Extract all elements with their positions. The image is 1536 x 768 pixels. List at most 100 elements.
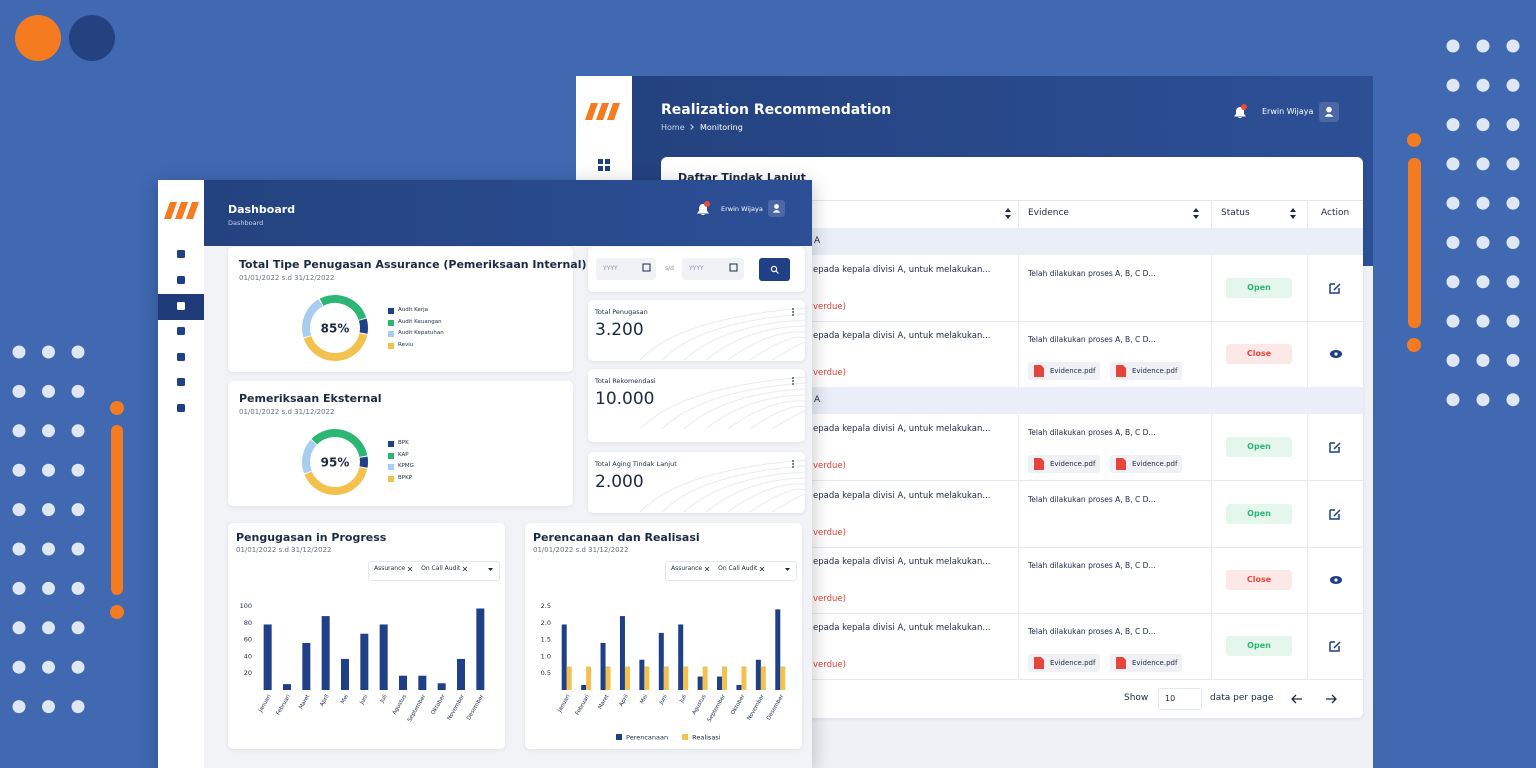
row-divider [661, 613, 1363, 614]
dot [792, 383, 794, 385]
orange-bar [111, 425, 123, 595]
header [204, 180, 812, 246]
more-icon [792, 460, 794, 468]
logo [164, 202, 199, 219]
dot [1506, 393, 1520, 407]
status-pill: Close [1226, 570, 1292, 590]
filter-chip: On Call Audit [421, 565, 461, 572]
wave-line [639, 307, 806, 361]
dot [792, 463, 794, 465]
orange-dot [110, 605, 124, 619]
dot [792, 311, 794, 313]
sort-icon [1005, 208, 1011, 219]
date-input [682, 258, 744, 280]
remove-icon [760, 566, 765, 572]
dot [1446, 118, 1460, 132]
edit-icon [1329, 641, 1341, 652]
bar [457, 658, 465, 690]
wave-line [661, 313, 806, 361]
group-label: A [814, 236, 821, 246]
action-icon [1330, 350, 1342, 358]
breadcrumb-item: Home [661, 123, 685, 132]
bar [321, 616, 330, 690]
dot [1476, 39, 1490, 53]
legend-swatch [682, 734, 689, 740]
remove-x [407, 566, 413, 572]
dot [1446, 78, 1460, 92]
wave-line [727, 483, 806, 513]
chart-subtitle: 01/01/2022 s.d 31/12/2022 [533, 546, 629, 554]
legend-swatch [388, 342, 394, 349]
remove-x [463, 566, 468, 572]
dot [1476, 157, 1490, 171]
dot [1476, 236, 1490, 249]
stat-value: 3.200 [595, 320, 644, 340]
sidebar-icon [177, 276, 185, 284]
date-placeholder: YYYY [689, 265, 704, 272]
y-tick-label: 0.5 [541, 669, 551, 677]
pdf-shape [1116, 365, 1126, 377]
sidebar-icon [598, 159, 610, 171]
x-tick-label: Februari [575, 693, 592, 716]
wave-pattern [639, 307, 807, 361]
avatar-body [1324, 113, 1334, 117]
edit-icon [1329, 442, 1341, 453]
user-name: Erwin Wijaya [1262, 107, 1314, 116]
pdf-shape [1034, 657, 1044, 669]
pdf-shape [1116, 458, 1126, 470]
avatar [768, 200, 785, 217]
card-date: 01/01/2022 s.d 31/12/2022 [239, 274, 335, 282]
dot [12, 503, 26, 517]
donut-segment [358, 318, 368, 334]
donut-segment [311, 429, 368, 458]
lens [770, 265, 778, 273]
y-tick-label: 60 [244, 636, 252, 644]
orange-dot [1407, 133, 1421, 147]
legend-label: BPKP [398, 474, 413, 481]
x-tick-label: Mei [639, 693, 649, 705]
swatch [388, 319, 394, 326]
logo-stripe [164, 202, 177, 219]
wave-pattern [639, 376, 807, 430]
dot [42, 345, 55, 359]
row-note: verdue) [813, 594, 846, 604]
prev-arrow [1291, 694, 1302, 704]
dot-grid [12, 39, 1520, 714]
dot [1476, 353, 1490, 367]
donut-chart: 85% [302, 295, 368, 361]
dot [12, 660, 26, 674]
legend-swatch [388, 441, 394, 447]
x-tick-label: Agustus [392, 694, 408, 716]
donut-center-label: 95% [321, 456, 350, 470]
swatch [388, 464, 394, 470]
notification-bell [697, 201, 710, 215]
remove-icon [407, 566, 413, 572]
column-header: Status [1221, 208, 1250, 218]
pdf-icon [1116, 458, 1126, 470]
row-description: epada kepala divisi A, untuk melakukan..… [813, 331, 991, 341]
x-tick-label: Juli [678, 693, 688, 704]
date-input [596, 258, 656, 280]
status-pill: Open [1226, 504, 1292, 524]
dot [71, 581, 85, 595]
bar [722, 666, 728, 690]
pdf-shape [1116, 657, 1126, 669]
wave-line [771, 493, 807, 513]
dot [1506, 157, 1520, 171]
chart-title: Pengugasan in Progress [236, 531, 387, 544]
bar [775, 609, 781, 690]
x-tick-label: Desember [466, 693, 486, 721]
wave-line [639, 459, 806, 513]
date-placeholder: YYYY [603, 265, 618, 272]
dot [12, 424, 26, 438]
bar [683, 666, 689, 690]
wave-line [727, 400, 806, 430]
sidebar-icon [177, 250, 185, 258]
row-divider [661, 679, 1363, 680]
status-pill: Open [1226, 437, 1292, 457]
x-tick-label: Juni [658, 693, 669, 706]
bar [780, 666, 786, 690]
icon-shape [177, 302, 185, 310]
search-icon [770, 265, 779, 274]
badge [704, 201, 710, 207]
